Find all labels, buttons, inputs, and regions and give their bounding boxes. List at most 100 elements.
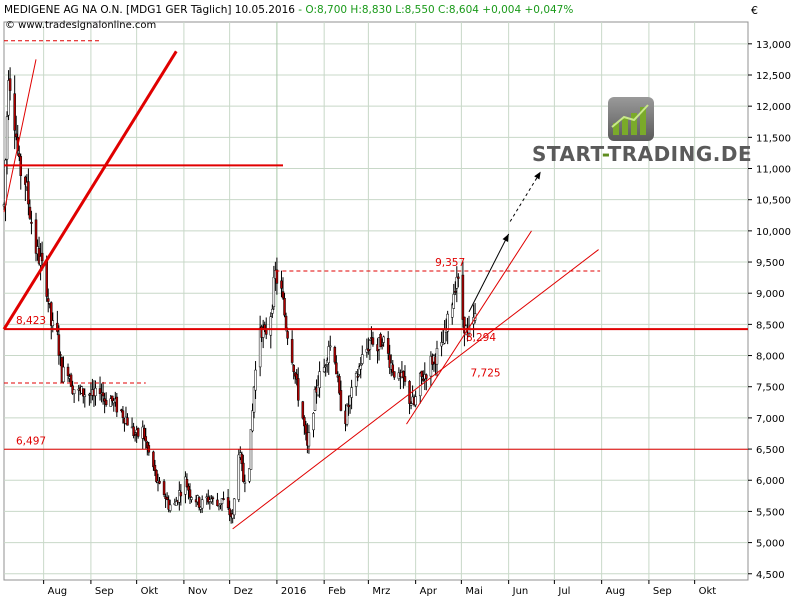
- candle-body: [335, 362, 338, 375]
- candle-body: [271, 308, 274, 314]
- candle-body: [386, 338, 390, 354]
- candle-body: [56, 322, 59, 332]
- y-tick-label: 9,000: [756, 289, 785, 300]
- candle-body: [359, 365, 363, 370]
- candle-body: [284, 315, 288, 330]
- candle-body: [190, 497, 193, 500]
- trend-line: [406, 230, 532, 425]
- candle-body: [339, 390, 343, 411]
- forecast-arrowhead: [502, 233, 509, 242]
- candle-body: [232, 498, 236, 516]
- candle-body: [269, 316, 273, 336]
- candle-body: [316, 385, 320, 396]
- candle-body: [283, 297, 286, 316]
- candle-body: [59, 354, 62, 356]
- candle-body: [133, 434, 137, 436]
- candle-body: [393, 371, 396, 378]
- candle-body: [295, 373, 298, 380]
- candle-body: [402, 370, 405, 378]
- candle-body: [240, 453, 244, 465]
- y-tick-label: 11,000: [756, 165, 791, 176]
- candle-body: [296, 378, 300, 401]
- candle-body: [27, 181, 30, 205]
- level-label: 8,423: [16, 315, 46, 327]
- candle-body: [211, 497, 215, 499]
- header-instrument: MEDIGENE AG NA O.N. [MDG1 GER Täglich] 1…: [4, 4, 295, 16]
- candle-body: [34, 219, 38, 254]
- y-tick-label: 8,000: [756, 352, 785, 363]
- forecast-arrow-line: [468, 233, 510, 313]
- candle-body: [200, 499, 204, 509]
- candle-body: [379, 333, 382, 348]
- candle-body: [185, 479, 189, 488]
- level-label: 7,725: [471, 368, 501, 380]
- candle-body: [8, 78, 12, 91]
- candle-body: [243, 481, 247, 484]
- candle-body: [380, 344, 384, 347]
- candle-body: [461, 274, 465, 320]
- y-tick-label: 12,500: [756, 71, 791, 82]
- candle-body: [228, 508, 231, 516]
- candle-body: [457, 276, 460, 279]
- candle-body: [14, 133, 18, 137]
- candle-body: [338, 376, 341, 394]
- candle-body: [258, 327, 262, 368]
- candle-body: [132, 426, 135, 436]
- x-tick-label: Sep: [95, 586, 114, 597]
- candle-body: [155, 469, 158, 483]
- x-tick-label: Aug: [606, 586, 626, 597]
- candle-body: [450, 304, 454, 318]
- chart-header: MEDIGENE AG NA O.N. [MDG1 GER Täglich] 1…: [4, 4, 573, 16]
- candle-body: [237, 454, 241, 500]
- candle-body: [329, 345, 332, 348]
- y-tick-label: 5,500: [756, 507, 785, 518]
- x-tick-label: Jul: [557, 586, 570, 597]
- candle-body: [251, 410, 254, 432]
- candle-body: [441, 342, 445, 345]
- candle-body: [388, 354, 391, 368]
- candle-body: [254, 369, 257, 391]
- forecast-arrow-line: [509, 171, 542, 222]
- candle-body: [354, 373, 358, 387]
- candle-body: [179, 491, 183, 497]
- candle-body: [167, 499, 170, 510]
- candle-body: [391, 364, 395, 373]
- candle-body: [231, 513, 234, 519]
- candle-body: [165, 497, 169, 500]
- candle-body: [382, 336, 385, 343]
- candle-body: [350, 387, 353, 398]
- candle-body: [409, 403, 413, 406]
- candle-body: [420, 370, 423, 377]
- candle-body: [187, 485, 190, 491]
- candle-body: [94, 387, 97, 396]
- candle-body: [66, 366, 70, 376]
- x-tick-label: Jun: [512, 586, 529, 597]
- candle-body: [219, 503, 222, 505]
- candle-body: [248, 468, 251, 482]
- candle-body: [367, 348, 370, 352]
- y-tick-label: 7,000: [756, 414, 785, 425]
- candle-body: [188, 489, 192, 498]
- candle-body: [222, 498, 225, 500]
- candle-body: [422, 378, 425, 381]
- candle-body: [312, 412, 315, 431]
- candle-body: [115, 396, 119, 413]
- trend-line: [3, 59, 37, 213]
- candle-body: [40, 252, 44, 262]
- candle-body: [103, 398, 106, 402]
- y-tick-label: 8,500: [756, 320, 785, 331]
- y-tick-label: 7,500: [756, 383, 785, 394]
- candle-body: [4, 159, 7, 206]
- candle-body: [210, 498, 213, 502]
- candle-body: [301, 401, 305, 419]
- candle-body: [371, 337, 375, 345]
- candle-body: [226, 497, 230, 509]
- x-tick-label: Mai: [465, 586, 483, 597]
- x-tick-label: Aug: [48, 586, 68, 597]
- candle-body: [435, 348, 439, 365]
- candle-body: [13, 93, 16, 131]
- candle-body: [126, 417, 129, 426]
- candle-body: [313, 389, 317, 411]
- level-label: 8,294: [466, 332, 496, 344]
